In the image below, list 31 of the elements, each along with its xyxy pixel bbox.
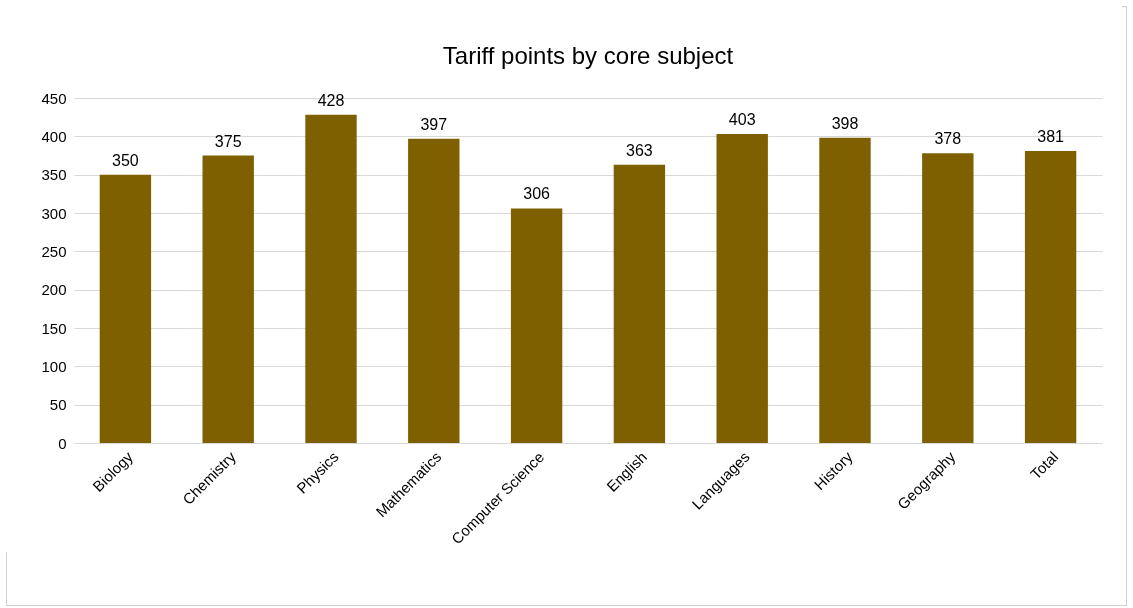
bar [408, 138, 460, 443]
bar [305, 114, 357, 443]
y-tick-label: 0 [58, 434, 67, 452]
y-tick-label: 450 [41, 89, 67, 107]
bar [716, 134, 768, 443]
bar [99, 174, 152, 443]
data-label: 363 [626, 141, 653, 159]
y-tick-label: 50 [49, 396, 67, 414]
bar [922, 153, 974, 443]
y-tick-label: 250 [41, 242, 67, 260]
data-label: 378 [934, 130, 962, 148]
bar [613, 164, 666, 443]
data-label: 375 [214, 132, 242, 150]
bar [202, 155, 254, 443]
data-label: 398 [831, 114, 859, 132]
data-label: 306 [523, 185, 551, 203]
bar [819, 137, 871, 443]
bar [510, 208, 563, 443]
y-tick-label: 350 [41, 166, 67, 184]
y-tick-label: 200 [41, 281, 67, 299]
data-label: 381 [1037, 127, 1065, 145]
data-label: 350 [112, 151, 139, 169]
y-tick-label: 150 [41, 319, 67, 337]
y-tick-label: 400 [41, 127, 67, 145]
data-label: 397 [420, 115, 448, 133]
data-label: 428 [317, 91, 345, 109]
y-tick-label: 300 [41, 204, 67, 222]
chart-title: Tariff points by core subject [442, 42, 734, 69]
y-tick-label: 100 [41, 357, 67, 375]
data-label: 403 [728, 111, 756, 129]
bar [1024, 150, 1077, 443]
